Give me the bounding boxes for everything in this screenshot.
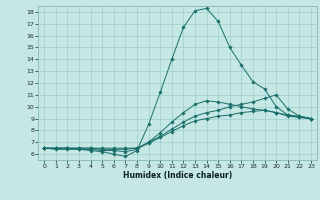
X-axis label: Humidex (Indice chaleur): Humidex (Indice chaleur) — [123, 171, 232, 180]
